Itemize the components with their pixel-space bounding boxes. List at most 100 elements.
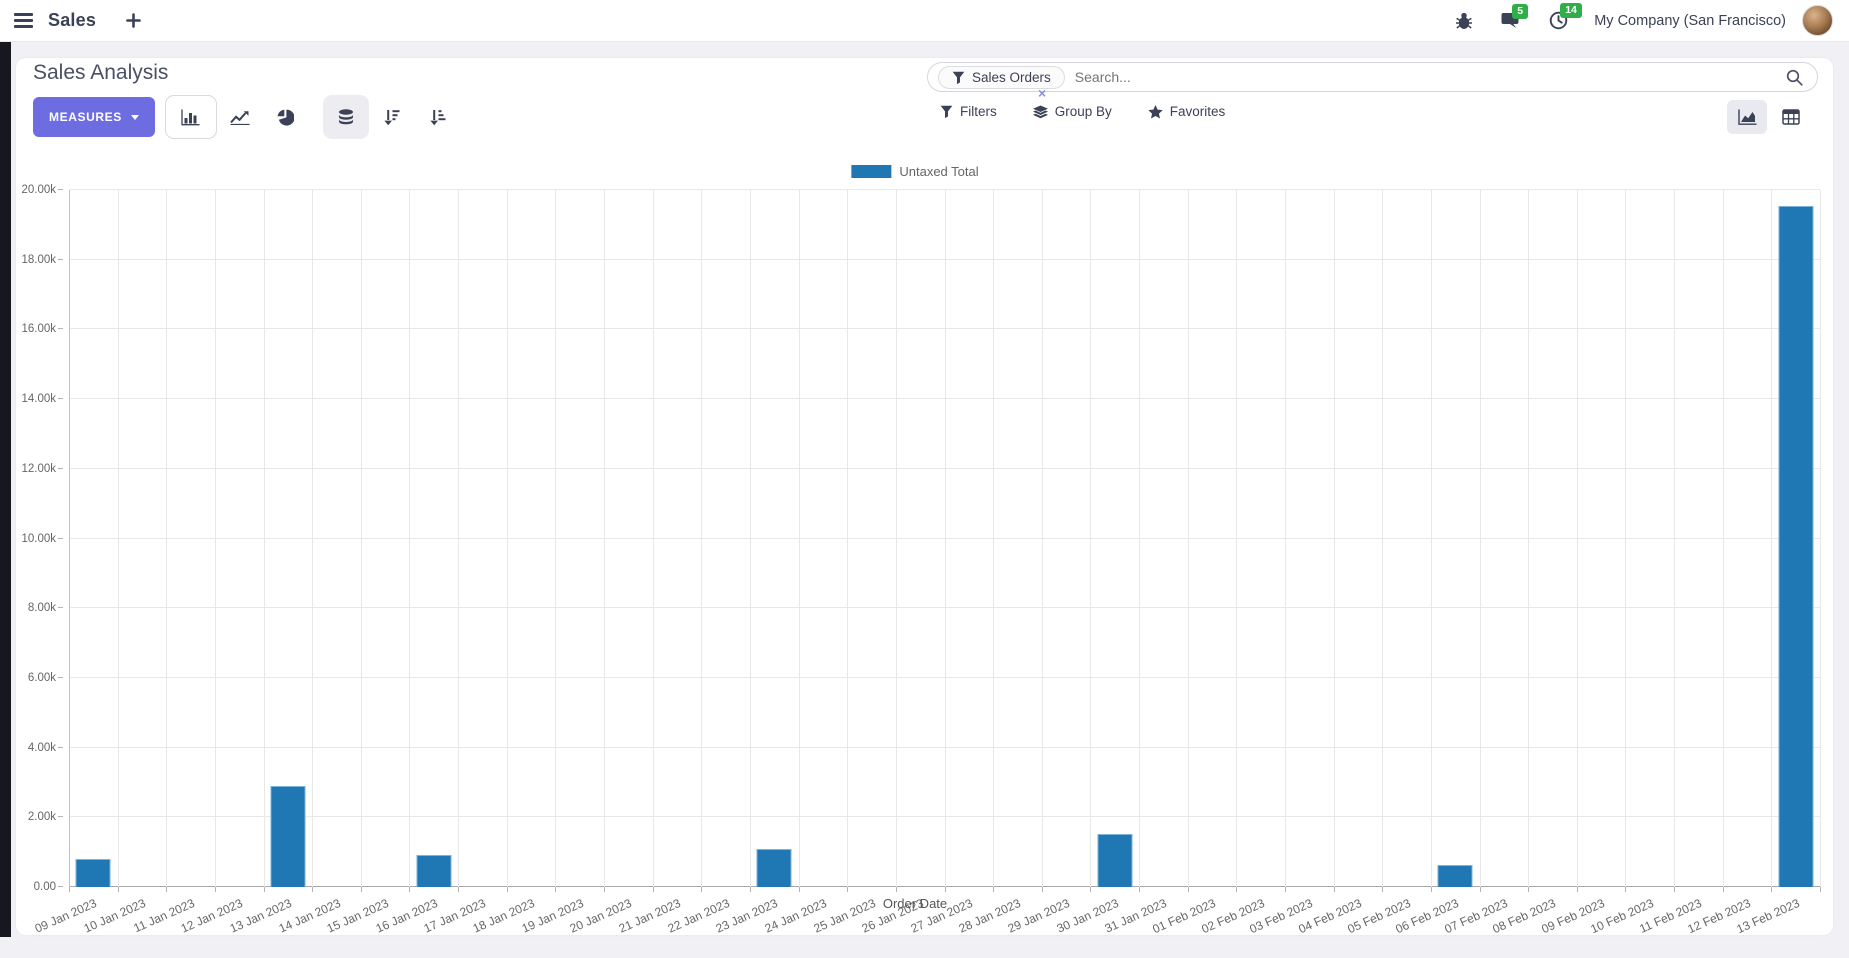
- pie-chart-button[interactable]: [263, 95, 309, 139]
- bug-icon[interactable]: [1455, 12, 1473, 30]
- v-gridline: [166, 190, 168, 887]
- messages-badge: 5: [1512, 3, 1529, 19]
- v-gridline: [263, 190, 265, 887]
- v-gridline: [1187, 190, 1189, 887]
- favorites-menu[interactable]: Favorites: [1148, 104, 1225, 119]
- view-switcher: [1727, 100, 1811, 134]
- legend-item-untaxed-total[interactable]: Untaxed Total: [851, 164, 979, 179]
- facet-remove-icon[interactable]: ×: [1038, 85, 1047, 101]
- sort-desc-icon: [384, 109, 400, 125]
- x-axis-tick: [1382, 887, 1384, 892]
- x-axis-tick: [1430, 887, 1432, 892]
- x-axis-tick: [1528, 887, 1530, 892]
- v-gridline: [1382, 190, 1384, 887]
- chevron-down-icon: [130, 114, 139, 120]
- y-axis-tick: [58, 537, 63, 539]
- x-axis-tick: [506, 887, 508, 892]
- y-axis-tick: [58, 258, 63, 260]
- line-chart-button[interactable]: [217, 95, 263, 139]
- v-gridline: [409, 190, 411, 887]
- x-axis-tick: [895, 887, 897, 892]
- company-switcher[interactable]: My Company (San Francisco): [1594, 12, 1786, 29]
- app-name[interactable]: Sales: [48, 10, 97, 30]
- pivot-view-icon: [1782, 109, 1800, 125]
- v-gridline: [1771, 190, 1773, 887]
- y-axis-tick: [58, 746, 63, 748]
- x-axis-tick: [360, 887, 362, 892]
- y-axis-label: 16.00k: [21, 323, 56, 336]
- activities-clock-icon[interactable]: 14: [1549, 3, 1582, 30]
- x-axis-tick: [1479, 887, 1481, 892]
- sort-asc-button[interactable]: [415, 95, 461, 139]
- x-axis-tick: [701, 887, 703, 892]
- pivot-view-button[interactable]: [1771, 100, 1811, 134]
- group-by-layers-icon: [1032, 104, 1048, 118]
- messages-icon[interactable]: 5: [1501, 3, 1529, 30]
- search-facet-sales-orders[interactable]: Sales Orders: [938, 65, 1065, 89]
- area-chart-view-icon: [1737, 109, 1756, 125]
- x-axis-tick: [1674, 887, 1676, 892]
- x-axis-tick: [993, 887, 995, 892]
- search-bar[interactable]: Sales Orders: [927, 62, 1818, 92]
- v-gridline: [1236, 190, 1238, 887]
- y-axis-tick: [58, 398, 63, 400]
- y-axis-tick: [58, 328, 63, 330]
- group-by-menu[interactable]: Group By: [1032, 104, 1112, 119]
- x-axis-tick: [749, 887, 751, 892]
- y-axis-label: 2.00k: [27, 811, 56, 824]
- v-gridline: [1576, 190, 1578, 887]
- x-axis-tick: [847, 887, 849, 892]
- search-input[interactable]: [1074, 69, 1786, 85]
- top-navbar: Sales 5 14 My Company (San Francisco): [0, 0, 1849, 42]
- bar-30-jan-2023[interactable]: [1097, 834, 1133, 887]
- v-gridline: [652, 190, 654, 887]
- stacked-icon: [338, 108, 353, 124]
- avatar[interactable]: [1802, 5, 1833, 36]
- graph-view-button[interactable]: [1727, 100, 1767, 134]
- y-axis-tick: [58, 886, 63, 887]
- stacked-toggle-button[interactable]: [322, 95, 369, 139]
- sort-desc-button[interactable]: [369, 95, 415, 139]
- v-gridline: [458, 190, 460, 887]
- x-axis-tick: [312, 887, 314, 892]
- x-axis-tick: [1041, 887, 1043, 892]
- v-gridline: [1722, 190, 1724, 887]
- x-axis-tick: [1576, 887, 1578, 892]
- x-axis-tick: [1333, 887, 1335, 892]
- x-axis-tick: [1771, 887, 1773, 892]
- x-axis-tick: [652, 887, 654, 892]
- x-axis-tick: [1625, 887, 1627, 892]
- hamburger-menu-icon[interactable]: [14, 13, 33, 28]
- v-gridline: [555, 190, 557, 887]
- x-axis-tick: [409, 887, 411, 892]
- v-gridline: [1674, 190, 1676, 887]
- bar-13-feb-2023[interactable]: [1778, 206, 1814, 887]
- bar-09-jan-2023[interactable]: [75, 859, 111, 887]
- x-axis-tick: [1139, 887, 1141, 892]
- y-axis-tick: [58, 607, 63, 609]
- v-gridline: [604, 190, 606, 887]
- x-axis-tick: [944, 887, 946, 892]
- x-axis-tick: [798, 887, 800, 892]
- bar-16-jan-2023[interactable]: [416, 855, 452, 887]
- bar-23-jan-2023[interactable]: [756, 849, 792, 887]
- activities-badge: 14: [1560, 3, 1582, 18]
- filters-menu[interactable]: Filters: [940, 104, 997, 119]
- bar-chart-icon: [181, 109, 200, 125]
- v-gridline: [1528, 190, 1530, 887]
- x-axis-tick: [604, 887, 606, 892]
- v-gridline: [1820, 190, 1821, 887]
- y-axis-label: 0.00: [33, 881, 56, 893]
- v-gridline: [1139, 190, 1141, 887]
- measures-button[interactable]: MEASURES: [33, 97, 155, 137]
- bar-chart-button[interactable]: [164, 95, 217, 139]
- plus-icon[interactable]: [126, 13, 141, 28]
- v-gridline: [993, 190, 995, 887]
- bar-06-feb-2023[interactable]: [1437, 865, 1473, 887]
- bar-13-jan-2023[interactable]: [270, 785, 306, 887]
- x-axis-tick: [214, 887, 216, 892]
- line-chart-icon: [230, 111, 250, 125]
- search-icon[interactable]: [1786, 69, 1803, 86]
- x-axis-tick: [1820, 887, 1821, 892]
- v-gridline: [506, 190, 508, 887]
